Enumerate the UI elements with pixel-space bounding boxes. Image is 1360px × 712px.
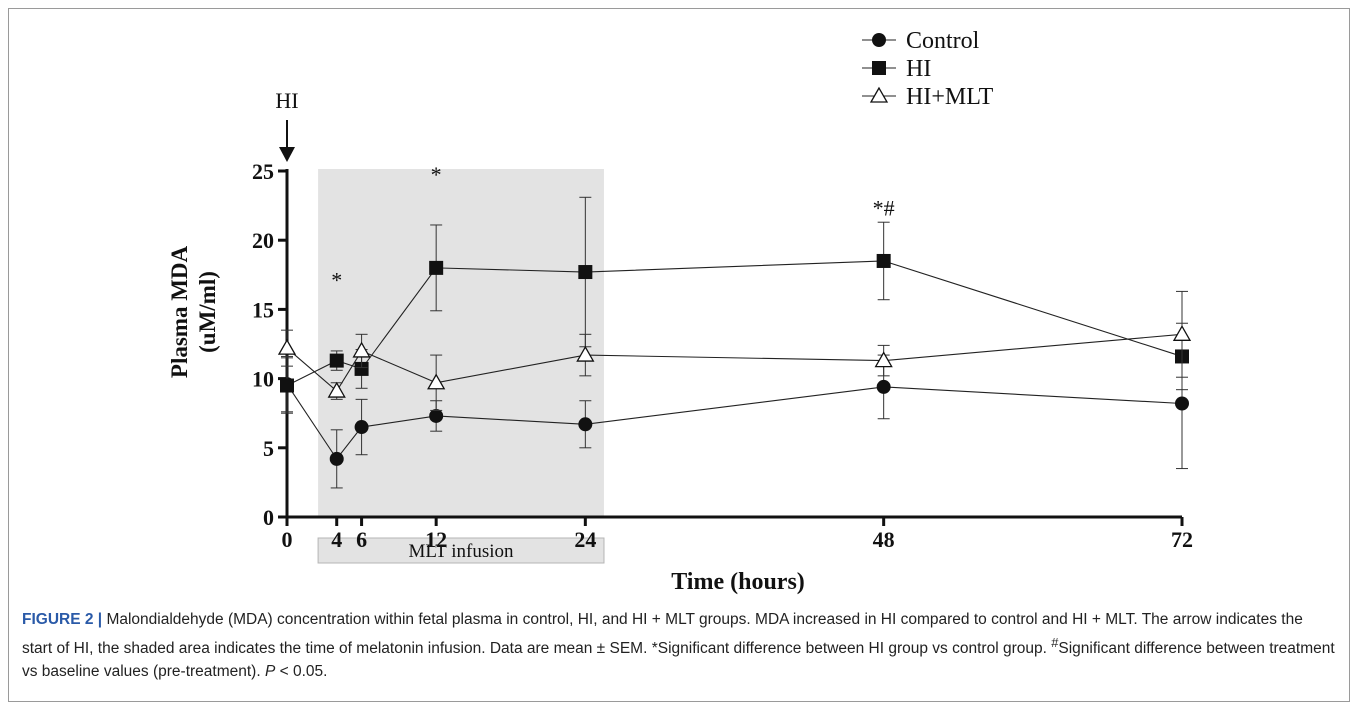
series-hi-mlt xyxy=(277,290,1192,411)
significance-marker: * xyxy=(431,162,442,187)
data-point xyxy=(354,420,369,435)
x-tick-label: 6 xyxy=(356,527,367,552)
data-point xyxy=(277,338,297,355)
data-point xyxy=(429,408,444,423)
legend-entry: HI+MLT xyxy=(862,84,994,110)
significance-marker: *# xyxy=(873,195,895,220)
x-tick-label: 0 xyxy=(282,527,293,552)
data-point xyxy=(876,379,891,394)
x-tick-label: 72 xyxy=(1171,527,1193,552)
data-point xyxy=(874,351,893,368)
legend-marker xyxy=(872,33,886,47)
data-point xyxy=(354,361,369,376)
hi-start-label: HI xyxy=(275,88,298,113)
figure-frame xyxy=(8,8,1350,702)
y-axis-label-line2: (uM/ml) xyxy=(195,271,220,353)
infusion-label: MLT infusion xyxy=(408,541,514,562)
figure-label: FIGURE 2 | xyxy=(22,611,103,628)
data-point xyxy=(327,381,346,398)
x-tick-label: 48 xyxy=(873,527,895,552)
series-layer xyxy=(277,196,1192,489)
significance-marker: * xyxy=(331,267,342,292)
x-axis-label: Time (hours) xyxy=(671,569,805,595)
caption-text-2: Significant difference between treatment… xyxy=(22,640,1335,681)
caption-text-3: < 0.05. xyxy=(275,663,328,681)
y-tick-label: 10 xyxy=(252,367,274,392)
y-tick-label: 20 xyxy=(252,228,274,253)
legend-label: Control xyxy=(906,28,980,54)
legend-marker xyxy=(869,86,889,103)
caption-p-symbol: P xyxy=(264,663,276,681)
y-tick-label: 5 xyxy=(263,436,274,461)
legend-label: HI xyxy=(906,56,931,82)
x-tick-label: 24 xyxy=(574,527,596,552)
legend-entry: HI xyxy=(862,56,931,82)
data-point xyxy=(1175,396,1189,411)
data-point xyxy=(329,451,344,466)
legend-label: HI+MLT xyxy=(906,84,994,110)
figure-caption: FIGURE 2 | Malondialdehyde (MDA) concent… xyxy=(22,608,1337,683)
caption-superscript: # xyxy=(1051,635,1059,650)
data-point xyxy=(876,253,891,268)
y-tick-label: 25 xyxy=(252,159,274,184)
x-tick-label: 4 xyxy=(331,527,342,552)
data-point xyxy=(578,417,593,432)
y-tick-label: 15 xyxy=(252,297,274,322)
line-chart: MLT infusion 0 5 10 15 20 25 0 4 6 12 24 48 72 HI * * *… xyxy=(167,28,1193,595)
series-hi xyxy=(280,196,1189,414)
data-point xyxy=(578,265,593,280)
data-point xyxy=(1172,325,1192,341)
data-point xyxy=(352,341,371,358)
data-point xyxy=(280,378,294,393)
legend-marker xyxy=(872,61,886,75)
x-tick-label: 12 xyxy=(425,527,447,552)
data-point xyxy=(427,373,446,390)
annotation-layer: HI * * *# xyxy=(275,88,894,292)
legend-entry: Control xyxy=(862,28,980,54)
data-point xyxy=(429,260,444,275)
y-tick-label: 0 xyxy=(263,505,274,530)
caption-text-1: Malondialdehyde (MDA) concentration with… xyxy=(22,611,1303,658)
infusion-label-box xyxy=(317,537,605,564)
data-point xyxy=(329,353,344,368)
y-axis-label-line1: Plasma MDA xyxy=(167,245,192,378)
infusion-shaded-area xyxy=(318,169,604,517)
data-point xyxy=(576,345,595,362)
hi-start-arrowhead xyxy=(279,147,295,162)
